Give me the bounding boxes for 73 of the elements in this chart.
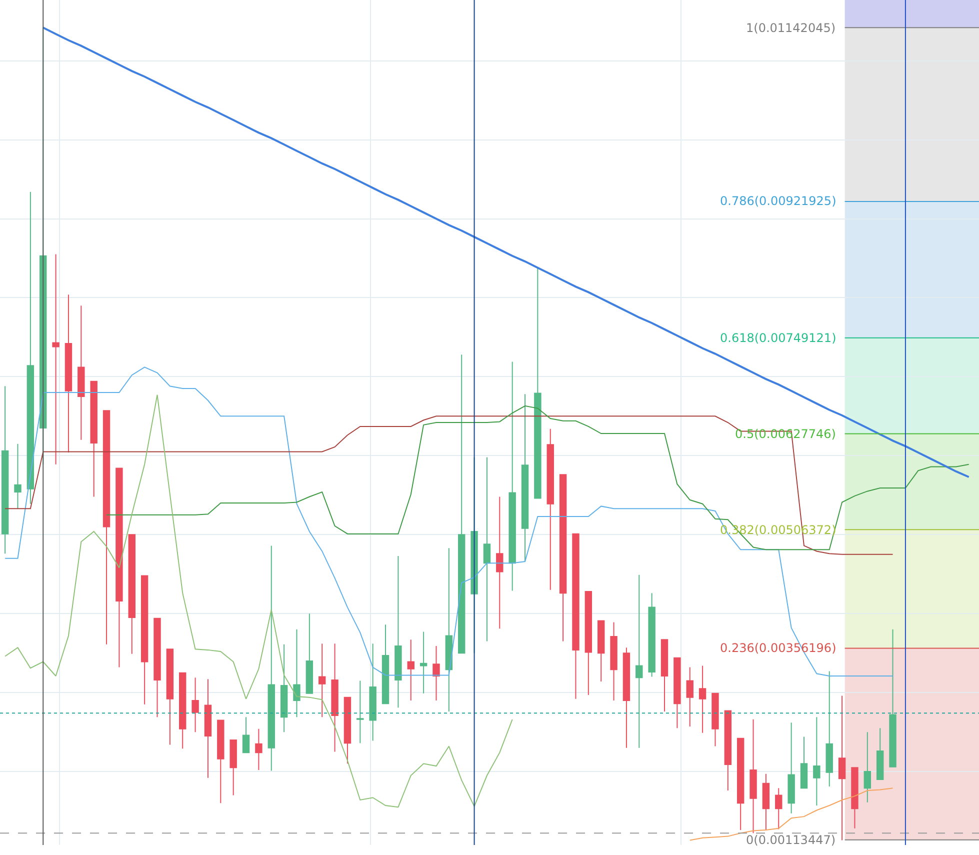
candlestick	[268, 545, 275, 772]
candlestick	[762, 773, 770, 830]
candlestick	[864, 732, 872, 803]
candlestick	[559, 474, 567, 642]
candlestick	[242, 716, 250, 754]
candlestick	[622, 647, 630, 748]
candlestick	[724, 710, 732, 792]
candlestick	[52, 254, 60, 465]
candlestick	[306, 613, 314, 694]
candlestick	[280, 644, 288, 733]
candlestick	[826, 670, 833, 788]
candlestick	[800, 736, 808, 789]
candlestick	[736, 738, 744, 830]
candlestick	[90, 380, 98, 498]
candlestick	[407, 639, 414, 701]
candlestick	[712, 692, 719, 747]
candlestick	[775, 788, 782, 830]
candlestick	[674, 657, 681, 729]
candlestick	[750, 718, 757, 834]
ref-line-label: 1(0.01142045)	[746, 21, 836, 35]
candlestick	[255, 728, 262, 770]
candlestick	[648, 592, 656, 678]
candlestick	[660, 639, 668, 712]
candlestick	[116, 468, 123, 668]
candlestick	[483, 456, 491, 642]
candlestick	[217, 720, 224, 804]
candlestick	[102, 410, 110, 645]
candlestick	[331, 643, 338, 752]
candlestick	[318, 643, 326, 718]
candlestick	[851, 767, 858, 829]
candlestick	[140, 575, 148, 705]
candlestick	[508, 361, 516, 592]
candlestick	[369, 643, 376, 742]
ref-line-label: 0(0.00113447)	[746, 833, 836, 847]
candlestick	[572, 533, 580, 700]
candlestick	[889, 628, 896, 768]
candlestick	[445, 548, 453, 712]
candlestick	[636, 574, 643, 748]
candlestick	[788, 722, 795, 814]
candlestick	[78, 305, 85, 440]
candlestick	[838, 695, 846, 841]
candlestick	[26, 191, 34, 504]
candlestick	[521, 394, 529, 562]
candlestick	[698, 665, 706, 734]
candlestick	[204, 678, 212, 778]
candlestick	[876, 728, 884, 780]
candlestick	[584, 591, 592, 696]
candlestick	[432, 645, 440, 701]
candlestick	[166, 648, 174, 746]
candlestick	[179, 672, 186, 750]
candlestick	[534, 268, 542, 499]
candlestick	[356, 680, 364, 744]
candlestick	[546, 428, 554, 590]
candlestick	[230, 739, 237, 796]
candlestick	[128, 534, 136, 654]
candlestick	[154, 618, 161, 718]
candlestick	[597, 620, 605, 682]
candlestick	[64, 294, 72, 454]
candlestick	[496, 496, 504, 630]
ref-line-label: 0.786(0.00921925)	[720, 194, 836, 208]
candlestick	[813, 716, 820, 806]
candlestick	[344, 696, 352, 764]
candlestick	[610, 622, 618, 701]
candlestick	[1, 386, 9, 554]
candlestick	[686, 666, 694, 728]
candlestick	[192, 677, 199, 733]
ref-line-label: 0.618(0.00749121)	[720, 331, 836, 345]
candlestick	[394, 555, 402, 708]
candlestick	[14, 443, 22, 510]
candlestick	[382, 624, 390, 704]
candlestick	[458, 354, 466, 654]
candlestick	[293, 628, 300, 718]
candlestick	[420, 631, 428, 694]
